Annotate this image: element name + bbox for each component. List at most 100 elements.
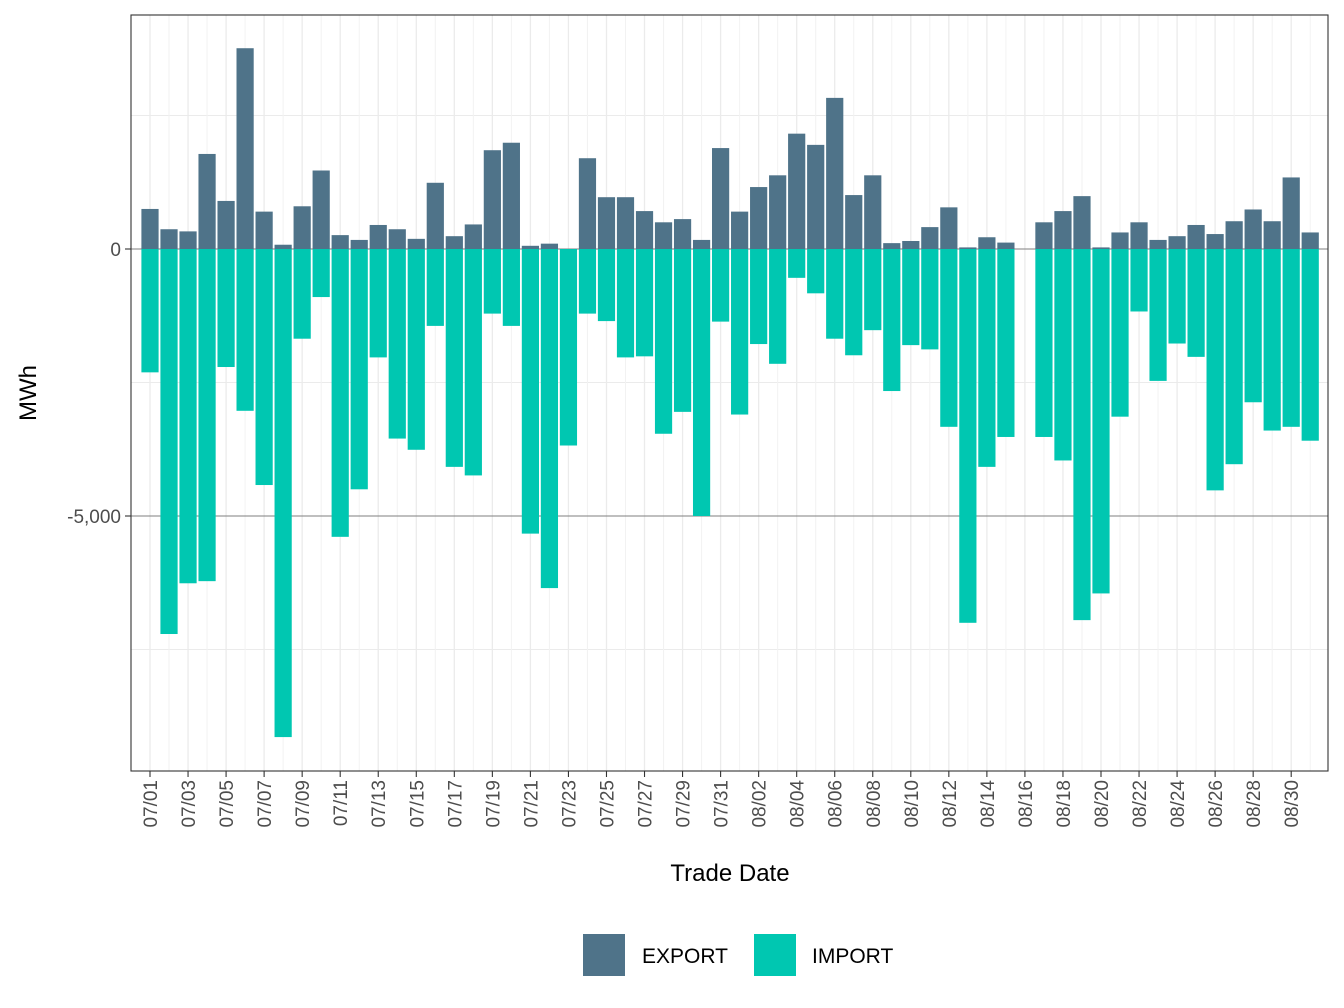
bar-export-07-06 (236, 48, 254, 249)
bar-export-07-17 (445, 236, 463, 249)
x-tick-label: 07/11 (331, 780, 352, 826)
bar-import-07-21 (521, 249, 539, 534)
bar-import-07-15 (407, 249, 425, 450)
bar-export-07-01 (141, 208, 159, 249)
bar-export-07-25 (597, 197, 616, 249)
bar-import-07-16 (426, 249, 444, 326)
bar-export-07-18 (464, 224, 482, 249)
bar-export-07-10 (312, 170, 330, 249)
bar-export-07-05 (217, 200, 235, 249)
bar-import-08-08 (864, 249, 882, 331)
bar-import-07-04 (198, 249, 216, 582)
bar-export-07-03 (179, 231, 197, 249)
legend-swatch-import (754, 934, 796, 976)
x-tick-label: 08/10 (902, 780, 923, 828)
x-tick-label: 08/12 (940, 780, 961, 828)
bar-export-08-21 (1111, 232, 1129, 249)
x-tick-label: 08/28 (1244, 780, 1265, 828)
x-tick-label: 07/09 (293, 780, 314, 828)
bar-import-08-18 (1054, 249, 1072, 461)
bar-export-08-30 (1282, 177, 1300, 249)
x-tick-label: 08/08 (864, 780, 885, 828)
bar-export-07-19 (483, 150, 501, 249)
x-tick-label: 07/29 (674, 780, 695, 828)
bar-export-08-25 (1187, 224, 1205, 249)
bar-import-08-17 (1035, 249, 1053, 437)
x-tick-label: 08/16 (1016, 780, 1037, 828)
bar-import-08-30 (1282, 249, 1300, 427)
bar-import-08-25 (1187, 249, 1205, 357)
bar-export-08-01 (731, 211, 749, 249)
bar-import-07-14 (388, 249, 406, 439)
x-tick-label: 07/27 (636, 780, 657, 828)
bar-import-07-03 (179, 249, 197, 584)
bar-export-08-22 (1130, 222, 1148, 249)
bar-export-07-27 (635, 211, 654, 249)
x-tick-label: 07/23 (559, 780, 580, 828)
bar-import-08-05 (807, 249, 825, 294)
bar-export-08-26 (1206, 234, 1224, 249)
bar-import-07-28 (654, 249, 673, 434)
bar-import-08-06 (826, 249, 844, 339)
bar-export-07-24 (578, 158, 597, 249)
x-tick-label: 08/26 (1206, 780, 1227, 828)
bar-import-07-01 (141, 249, 159, 373)
bar-export-08-06 (826, 97, 844, 249)
bar-import-07-07 (255, 249, 273, 486)
bar-export-07-15 (407, 238, 425, 249)
bar-import-07-23 (559, 249, 578, 446)
bar-import-07-30 (692, 249, 711, 516)
bar-export-07-04 (198, 153, 216, 249)
bar-import-08-21 (1111, 249, 1129, 417)
bar-export-08-03 (769, 175, 787, 249)
bar-import-08-24 (1168, 249, 1186, 344)
bar-import-07-11 (331, 249, 349, 537)
bar-import-08-02 (750, 249, 768, 345)
bar-import-08-28 (1244, 249, 1262, 403)
legend-swatch-export (583, 934, 625, 976)
bar-export-08-11 (921, 227, 939, 249)
bar-export-07-21 (521, 245, 539, 249)
bar-export-07-07 (255, 211, 273, 249)
bar-export-07-20 (502, 142, 520, 249)
bar-export-08-10 (902, 240, 920, 249)
y-tick-label: -5,000 (67, 507, 121, 528)
legend-label-import: IMPORT (812, 945, 893, 968)
bar-import-07-09 (293, 249, 311, 339)
bar-export-07-22 (540, 243, 559, 249)
bar-export-08-28 (1244, 209, 1262, 249)
bar-import-07-31 (712, 249, 730, 322)
bar-import-07-19 (483, 249, 501, 314)
bar-export-08-15 (997, 242, 1015, 249)
legend-label-export: EXPORT (642, 945, 728, 968)
x-tick-label: 07/17 (445, 780, 466, 828)
bar-import-07-13 (369, 249, 387, 358)
bar-import-07-12 (350, 249, 368, 490)
x-tick-label: 07/07 (255, 780, 276, 828)
bar-import-08-15 (997, 249, 1015, 437)
bar-import-07-20 (502, 249, 520, 326)
bar-export-07-16 (426, 182, 444, 249)
x-tick-label: 08/24 (1168, 780, 1189, 828)
bar-import-07-27 (635, 249, 654, 357)
gridlines (131, 15, 1328, 771)
bar-import-07-22 (540, 249, 559, 589)
bar-export-08-17 (1035, 222, 1053, 249)
x-tick-label: 08/04 (788, 780, 809, 828)
bar-import-07-06 (236, 249, 254, 411)
bar-import-07-29 (673, 249, 692, 412)
bar-import-07-08 (274, 249, 292, 738)
bar-export-07-26 (616, 197, 635, 249)
bar-import-08-12 (940, 249, 958, 427)
bar-export-08-12 (940, 207, 958, 249)
bar-export-07-29 (673, 219, 692, 249)
y-axis-title: MWh (15, 365, 42, 421)
bar-export-08-18 (1054, 211, 1072, 249)
bars (141, 48, 1319, 738)
bar-import-07-18 (464, 249, 482, 476)
bar-import-08-22 (1130, 249, 1148, 312)
bar-export-08-31 (1301, 232, 1319, 249)
bar-export-08-02 (750, 187, 768, 249)
bar-export-08-24 (1168, 236, 1186, 249)
bar-import-08-20 (1092, 249, 1110, 594)
